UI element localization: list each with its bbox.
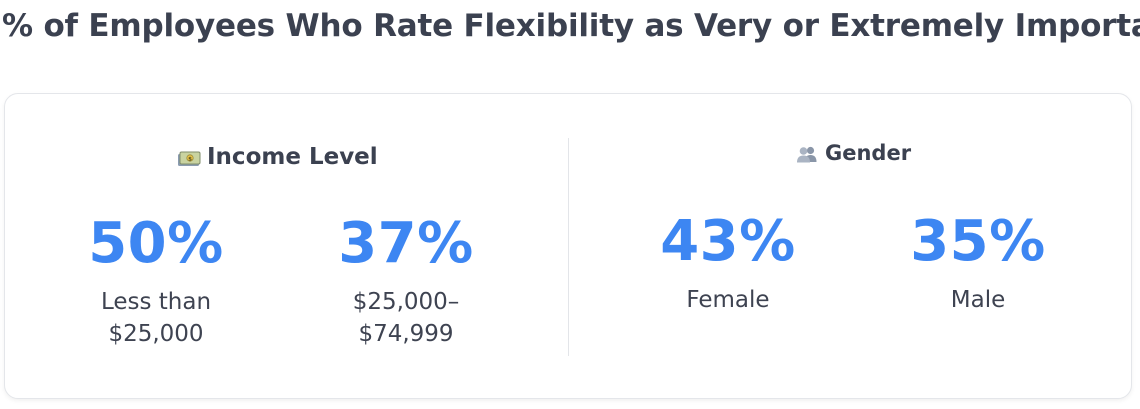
- stat-label: Male: [950, 287, 1006, 313]
- stat-label-line: $25,000: [108, 321, 204, 347]
- stat-value: 35%: [910, 209, 1046, 274]
- stat-gender-male: 35% Male: [858, 214, 1098, 316]
- stats-card: $ Income Level Gender 50% Less than $25,…: [4, 93, 1132, 399]
- stat-value: 37%: [338, 211, 474, 276]
- stat-label-line: $25,000–: [352, 289, 460, 315]
- page-title: % of Employees Who Rate Flexibility as V…: [2, 8, 1140, 44]
- stat-label-line: Less than: [100, 289, 212, 315]
- stat-label: Less than $25,000: [36, 286, 276, 350]
- gender-section-heading: Gender: [795, 141, 911, 165]
- income-section-heading: $ Income Level: [177, 144, 378, 170]
- stat-income-less-than-25000: 50% Less than $25,000: [36, 216, 276, 350]
- money-icon: $: [177, 148, 201, 166]
- income-section-title: Income Level: [207, 144, 378, 170]
- section-divider: [568, 138, 569, 356]
- stat-label: $25,000– $74,999: [286, 286, 526, 350]
- gender-section-title: Gender: [825, 141, 912, 165]
- stat-label: Female: [686, 287, 770, 313]
- stat-income-25000-74999: 37% $25,000– $74,999: [286, 216, 526, 350]
- stat-label-line: $74,999: [358, 321, 454, 347]
- stat-gender-female: 43% Female: [608, 214, 848, 316]
- stat-value: 50%: [88, 211, 224, 276]
- svg-text:$: $: [188, 156, 192, 162]
- people-icon: [795, 144, 819, 163]
- stat-value: 43%: [660, 209, 796, 274]
